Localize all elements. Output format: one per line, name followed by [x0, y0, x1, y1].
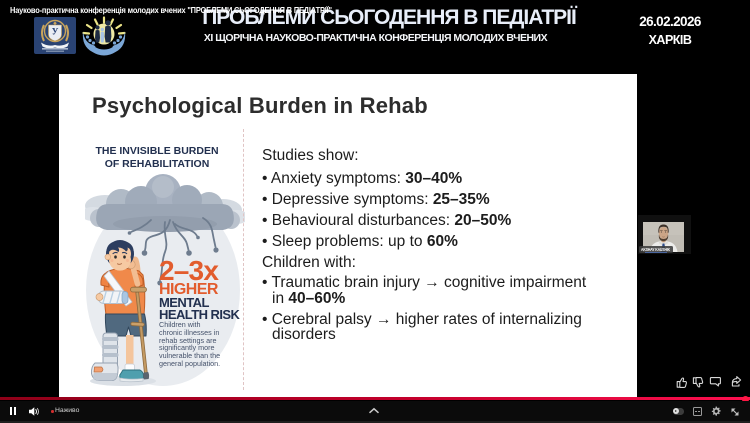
svg-text:У: У	[52, 27, 59, 37]
